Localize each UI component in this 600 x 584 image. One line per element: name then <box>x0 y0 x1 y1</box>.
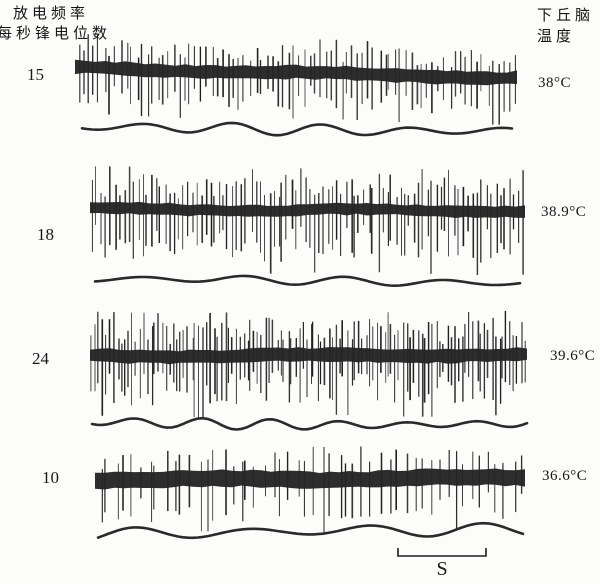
right-axis-title-line2: 温度 <box>537 29 576 45</box>
scale-bar-label: S <box>436 558 448 580</box>
left-axis-title-line1: 放电频率 <box>13 6 90 22</box>
left-axis-title-line2: 每秒锋电位数 <box>0 26 112 42</box>
firing-rate-label-row4: 10 <box>42 468 59 487</box>
temperature-label-row4: 36.6°C <box>542 468 588 484</box>
right-axis-title-line1: 下丘脑 <box>537 8 595 24</box>
temperature-label-row1: 38°C <box>538 75 572 91</box>
firing-rate-label-row1: 15 <box>27 65 44 84</box>
firing-rate-label-row3: 24 <box>32 349 49 368</box>
firing-rate-label-row2: 18 <box>37 225 54 244</box>
temperature-label-row3: 39.6°C <box>550 348 596 364</box>
temperature-label-row2: 38.9°C <box>541 204 587 220</box>
